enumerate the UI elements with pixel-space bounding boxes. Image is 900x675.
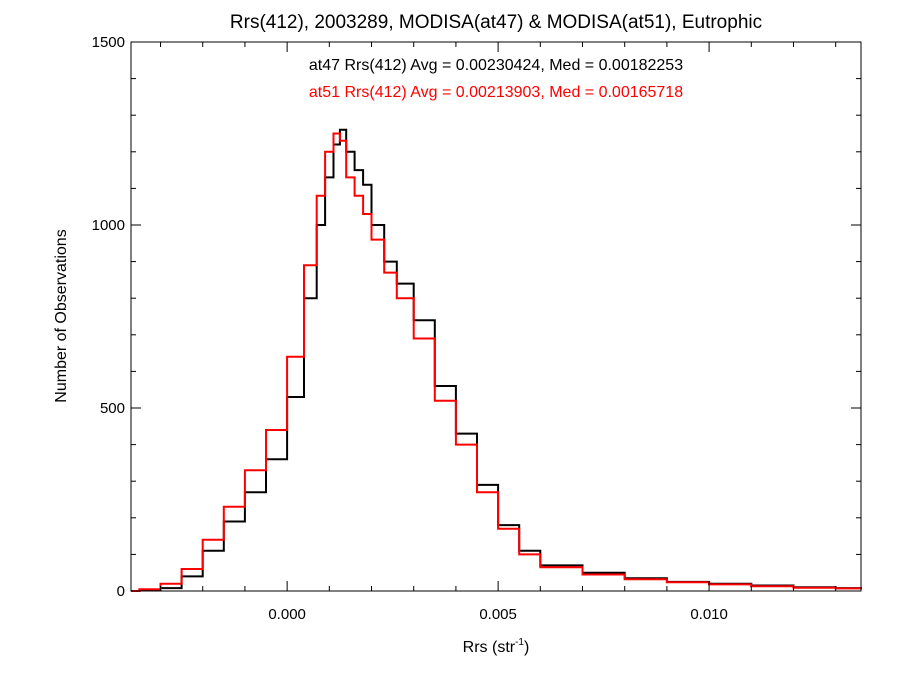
axis-ticks: 0.000 0.005 0.010 0 500 1000 1500: [92, 34, 861, 623]
y-axis-label: Number of Observations: [53, 229, 70, 402]
plot-area: [131, 128, 862, 592]
x-axis-label: Rrs (str-1): [463, 637, 530, 656]
series-line-1: [131, 132, 862, 592]
y-tick-label: 1500: [92, 34, 125, 51]
x-tick-label: 0.005: [479, 606, 517, 623]
y-tick-label: 0: [117, 583, 125, 600]
x-tick-label: 0.010: [690, 606, 728, 623]
y-tick-label: 500: [100, 400, 125, 417]
y-tick-label: 1000: [92, 217, 125, 234]
series-line-0: [131, 128, 862, 592]
annotation-at47: at47 Rrs(412) Avg = 0.00230424, Med = 0.…: [309, 57, 683, 74]
annotation-at51: at51 Rrs(412) Avg = 0.00213903, Med = 0.…: [309, 84, 683, 101]
x-tick-label: 0.000: [268, 606, 306, 623]
chart-title: Rrs(412), 2003289, MODISA(at47) & MODISA…: [230, 12, 762, 33]
plot-frame: [130, 41, 862, 592]
